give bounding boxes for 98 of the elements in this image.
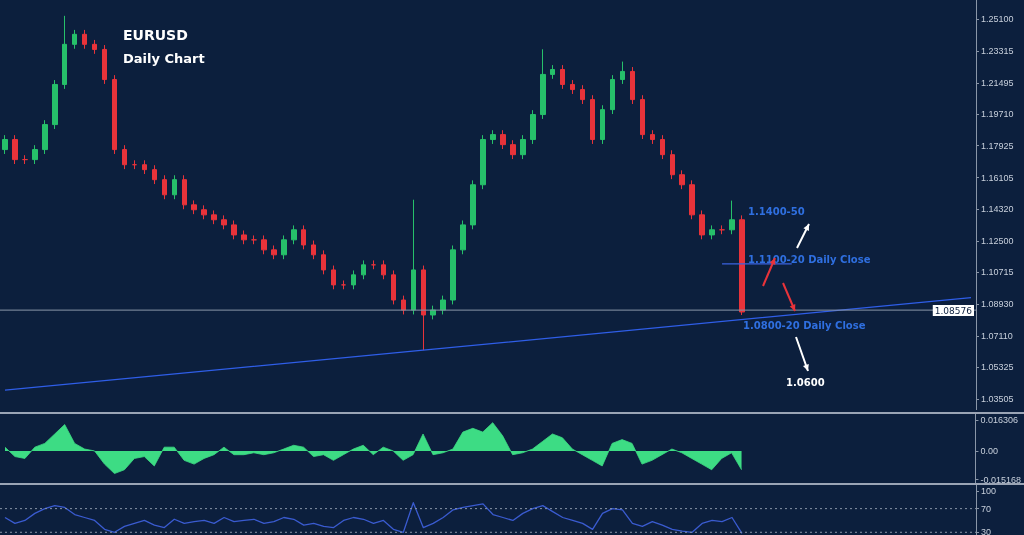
candlestick: [709, 224, 715, 240]
candlestick: [42, 119, 48, 155]
y-tick-label: 1.08930: [981, 298, 1014, 309]
candlestick: [162, 174, 167, 200]
y-tick-label: 1.17925: [981, 140, 1014, 151]
y-tick-label: 100: [981, 485, 997, 496]
candlestick: [550, 64, 555, 80]
annotation: 1.0800-20 Daily Close: [743, 319, 866, 331]
candlestick: [490, 129, 496, 145]
candlestick: [570, 79, 575, 95]
candlestick: [640, 94, 645, 140]
candlestick: [699, 209, 705, 240]
candlestick: [182, 174, 187, 210]
y-tick-label: 1.03505: [981, 394, 1014, 405]
candlestick: [480, 134, 486, 190]
ref-line-label: 1.08576: [934, 305, 973, 316]
y-tick-label: 1.10715: [981, 267, 1014, 278]
y-tick-label: 70: [981, 503, 992, 514]
candlestick: [450, 244, 456, 305]
text: EURUSD: [123, 27, 188, 43]
candlestick: [331, 265, 336, 290]
candlestick: [729, 200, 735, 235]
candlestick: [470, 179, 476, 230]
y-tick-label: 1.19710: [981, 109, 1014, 120]
candlestick: [271, 244, 277, 260]
candlestick: [301, 224, 306, 250]
y-tick-label: 1.25100: [981, 14, 1014, 25]
y-tick-label: 1.21495: [981, 77, 1014, 88]
candlestick: [201, 204, 207, 220]
candlestick: [142, 159, 147, 175]
candlestick: [391, 269, 396, 305]
candlestick: [411, 199, 416, 315]
y-tick-label: 1.14320: [981, 204, 1014, 215]
candlestick: [440, 295, 446, 315]
y-tick-label: -0.015168: [980, 474, 1022, 485]
candlestick: [630, 66, 635, 105]
candlestick: [261, 234, 267, 255]
candlestick: [580, 84, 585, 105]
candlestick: [2, 134, 8, 155]
line-series: [4, 502, 743, 535]
candlestick: [321, 249, 326, 275]
candlestick: [719, 224, 725, 235]
candlestick: [251, 234, 257, 245]
y-tick-label: 1.05325: [981, 362, 1014, 373]
candlestick: [102, 44, 107, 85]
candlestick: [172, 174, 177, 200]
candlestick: [600, 104, 605, 145]
y-tick-label: 1.07110: [981, 330, 1013, 341]
candlestick: [361, 259, 366, 280]
candlestick: [520, 134, 526, 160]
candlestick: [679, 169, 685, 190]
candlestick: [620, 61, 625, 85]
y-tick-label: 0.00: [980, 445, 998, 456]
annotation: 1.1100-20 Daily Close: [748, 253, 871, 265]
candlestick: [82, 29, 87, 50]
candlestick: [500, 129, 506, 150]
candlestick: [152, 164, 157, 185]
candlestick: [510, 139, 516, 160]
candlestick: [62, 15, 67, 90]
candlestick: [241, 230, 247, 245]
candlestick: [670, 149, 675, 180]
candlestick: [421, 265, 426, 351]
candlestick: [311, 240, 316, 260]
candlestick: [221, 214, 227, 230]
candlestick: [650, 129, 655, 145]
candlestick: [401, 295, 406, 315]
candlestick: [460, 219, 466, 255]
candlestick: [610, 74, 615, 115]
candlestick: [12, 134, 18, 165]
candlestick: [52, 79, 58, 130]
candlestick: [540, 48, 546, 120]
candlestick: [660, 134, 665, 160]
candlestick: [590, 94, 595, 145]
y-tick-label: 1.12500: [981, 236, 1014, 247]
y-tick-label: 30: [981, 527, 992, 535]
candlestick: [211, 209, 217, 225]
candlestick: [72, 29, 77, 50]
candlestick: [122, 144, 127, 170]
candlestick: [560, 64, 565, 90]
y-tick-label: 1.23315: [981, 45, 1014, 56]
candlestick: [739, 214, 745, 316]
candlestick: [231, 219, 237, 240]
y-tick-label: 0.016306: [980, 415, 1019, 426]
candlestick: [689, 179, 695, 220]
candlestick: [92, 39, 97, 55]
candlestick: [32, 144, 38, 165]
text: Daily Chart: [123, 51, 205, 66]
y-tick-label: 1.16105: [981, 172, 1014, 183]
candlestick: [191, 199, 197, 215]
candlestick: [530, 109, 536, 145]
candlestick: [351, 269, 356, 290]
candlestick: [291, 224, 297, 245]
annotation: 1.1400-50: [748, 205, 805, 217]
annotation: 1.0600: [786, 376, 825, 388]
candlestick: [22, 154, 28, 165]
candlestick: [112, 74, 117, 155]
candlestick: [281, 234, 287, 260]
candlestick: [381, 259, 386, 280]
